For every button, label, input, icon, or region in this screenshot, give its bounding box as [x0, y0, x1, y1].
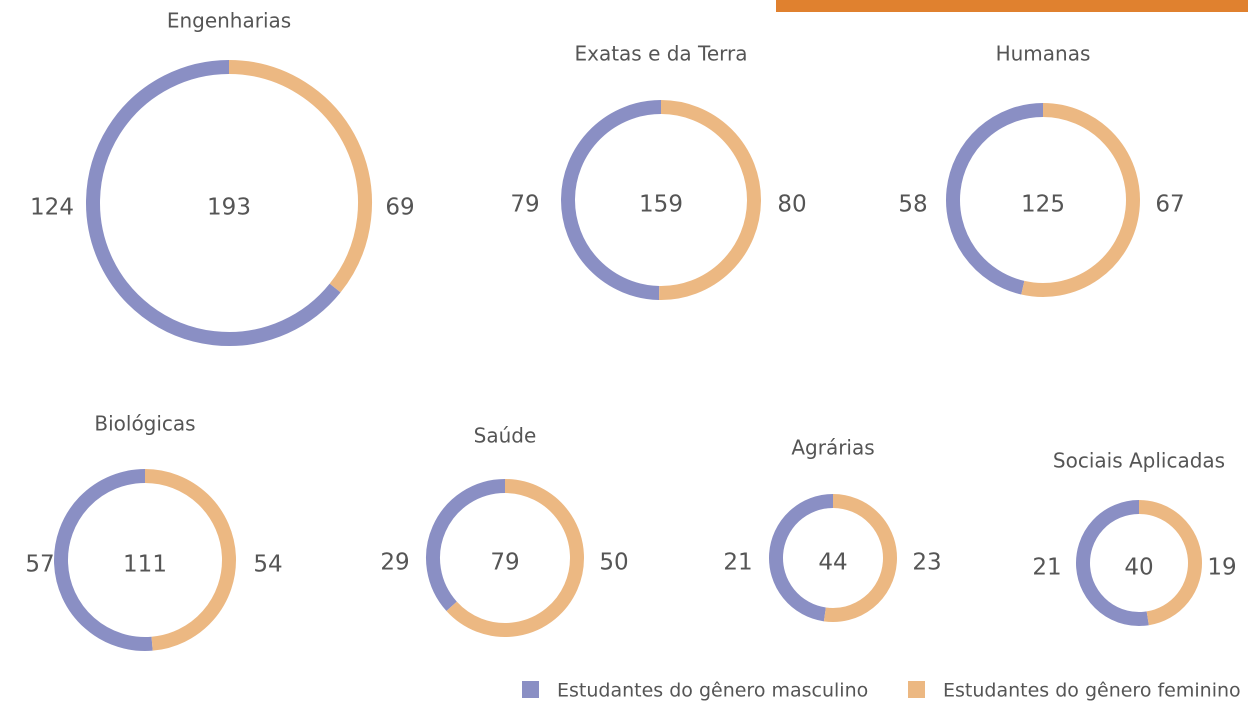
segment-female [446, 479, 584, 637]
donut-title: Exatas e da Terra [574, 42, 747, 66]
male-label: 79 [510, 192, 539, 218]
segment-male [1076, 500, 1149, 626]
female-label: 67 [1155, 192, 1184, 218]
segment-female [1138, 500, 1202, 626]
donut-title: Saúde [474, 424, 537, 448]
segment-male [561, 100, 662, 300]
male-label: 21 [723, 550, 752, 576]
donut-title: Sociais Aplicadas [1053, 449, 1225, 473]
male-label: 29 [380, 550, 409, 576]
male-label: 21 [1032, 555, 1061, 581]
female-label: 23 [912, 550, 941, 576]
donut-title: Biológicas [94, 412, 195, 436]
segment-male [426, 479, 506, 612]
total-label: 44 [818, 550, 847, 576]
donut-title: Agrárias [791, 436, 874, 460]
segment-female [659, 100, 761, 300]
segment-male [54, 469, 153, 651]
legend-label: Estudantes do gênero masculino [557, 680, 868, 702]
segment-female [1021, 103, 1140, 297]
total-label: 125 [1021, 192, 1065, 218]
legend-swatch [908, 681, 925, 698]
segment-female [228, 60, 372, 293]
total-label: 193 [207, 195, 251, 221]
donut-title: Humanas [996, 42, 1091, 66]
male-label: 57 [25, 552, 54, 578]
legend-swatch [522, 681, 539, 698]
total-label: 111 [123, 552, 167, 578]
total-label: 79 [490, 550, 519, 576]
donut-title: Engenharias [167, 9, 291, 33]
male-label: 58 [898, 192, 927, 218]
female-label: 80 [777, 192, 806, 218]
total-label: 159 [639, 192, 683, 218]
segment-male [946, 103, 1044, 295]
segment-female [823, 494, 897, 622]
total-label: 40 [1124, 555, 1153, 581]
female-label: 69 [385, 195, 414, 221]
female-label: 50 [599, 550, 628, 576]
female-label: 54 [253, 552, 282, 578]
female-label: 19 [1207, 555, 1236, 581]
segment-male [769, 494, 834, 622]
segment-male [86, 60, 341, 346]
male-label: 124 [30, 195, 74, 221]
banner [776, 0, 1248, 12]
segment-female [144, 469, 236, 651]
legend-label: Estudantes do gênero feminino [943, 680, 1241, 702]
